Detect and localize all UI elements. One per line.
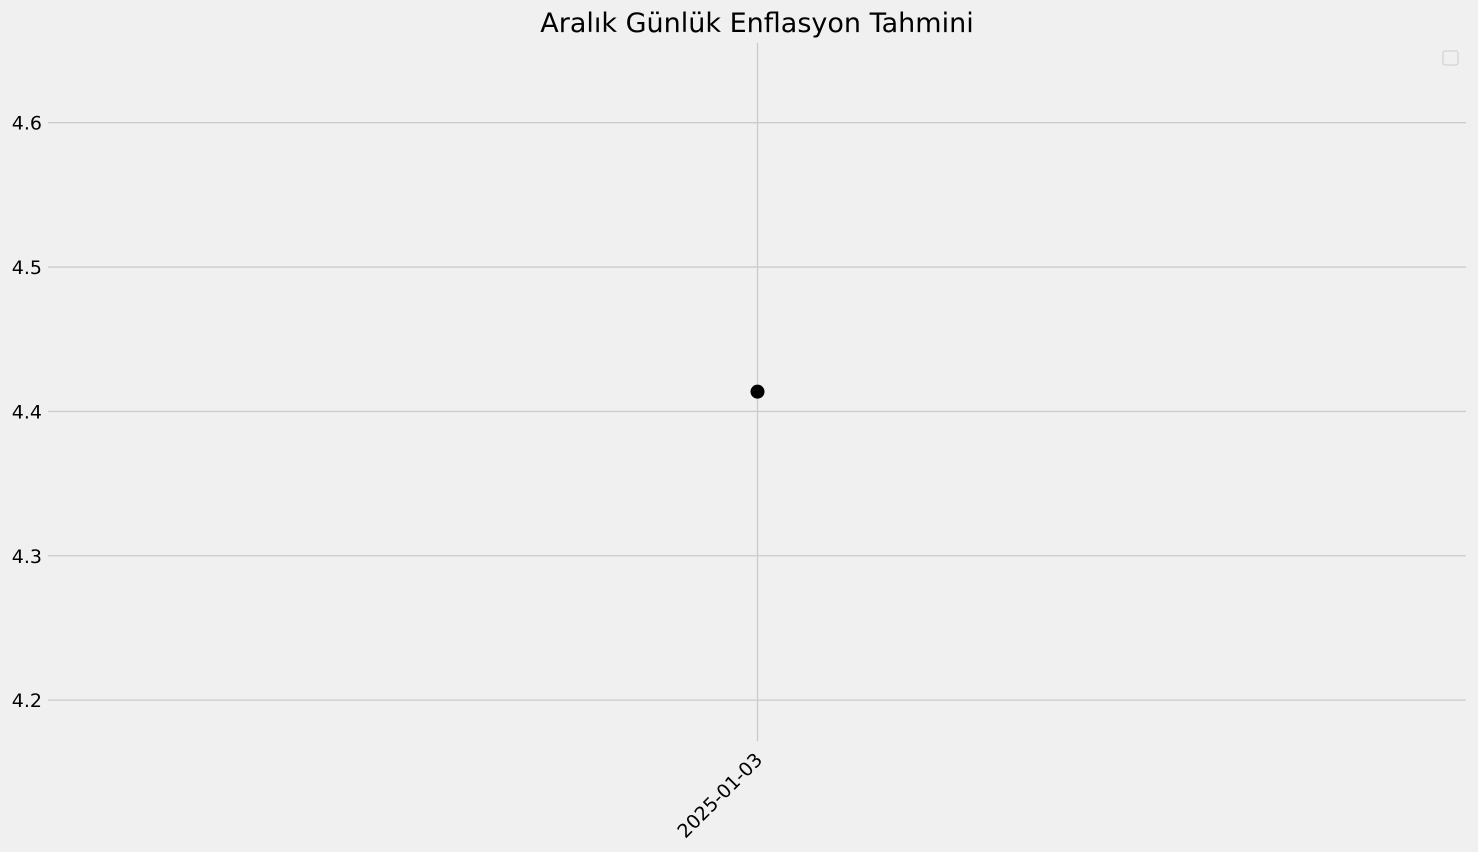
y-tick-labels: 4.2 4.3 4.4 4.5 4.6 [12,113,42,712]
legend-box [1442,50,1459,66]
y-tick-label: 4.6 [12,113,42,135]
y-tick-label: 4.4 [12,401,42,423]
x-tick-label: 2025-01-03 [673,749,767,843]
data-points [750,384,765,399]
y-tick-label: 4.2 [12,690,42,712]
data-point [750,384,765,399]
y-tick-label: 4.5 [12,257,42,279]
chart-title: Aralık Günlük Enflasyon Tahmini [540,8,973,39]
y-tick-label: 4.3 [12,546,42,568]
x-tick-labels: 2025-01-03 [673,749,767,843]
